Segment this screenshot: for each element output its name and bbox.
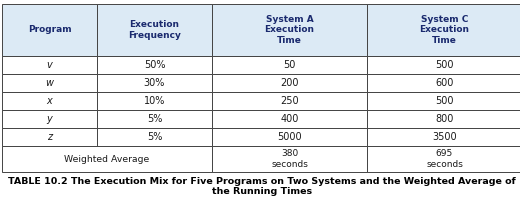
Text: the Running Times: the Running Times <box>212 187 312 196</box>
Bar <box>367 56 520 74</box>
Bar <box>97 4 212 56</box>
Text: 380
seconds: 380 seconds <box>271 149 308 169</box>
Text: 5000: 5000 <box>277 132 302 142</box>
Text: 3500: 3500 <box>432 132 457 142</box>
Bar <box>2 56 97 74</box>
Bar <box>2 110 97 128</box>
Text: y: y <box>47 114 53 124</box>
Bar <box>212 110 367 128</box>
Text: 200: 200 <box>280 78 299 88</box>
Bar <box>97 128 212 146</box>
Bar <box>367 92 520 110</box>
Bar <box>212 74 367 92</box>
Bar <box>97 110 212 128</box>
Text: 500: 500 <box>435 96 454 106</box>
Text: System A
Execution
Time: System A Execution Time <box>265 15 315 45</box>
Text: 600: 600 <box>435 78 453 88</box>
Text: 50: 50 <box>283 60 296 70</box>
Text: 50%: 50% <box>144 60 165 70</box>
Bar <box>97 56 212 74</box>
Bar <box>367 128 520 146</box>
Text: 250: 250 <box>280 96 299 106</box>
Text: TABLE 10.2 The Execution Mix for Five Programs on Two Systems and the Weighted A: TABLE 10.2 The Execution Mix for Five Pr… <box>8 177 516 186</box>
Bar <box>97 92 212 110</box>
Text: 695
seconds: 695 seconds <box>426 149 463 169</box>
Bar <box>97 74 212 92</box>
Bar <box>212 92 367 110</box>
Bar <box>2 146 212 172</box>
Bar <box>2 74 97 92</box>
Text: 30%: 30% <box>144 78 165 88</box>
Bar <box>2 128 97 146</box>
Bar <box>212 4 367 56</box>
Text: 5%: 5% <box>147 132 162 142</box>
Bar <box>2 4 97 56</box>
Bar <box>212 146 367 172</box>
Text: 10%: 10% <box>144 96 165 106</box>
Bar <box>367 4 520 56</box>
Text: System C
Execution
Time: System C Execution Time <box>420 15 470 45</box>
Text: 500: 500 <box>435 60 454 70</box>
Bar <box>367 74 520 92</box>
Text: 400: 400 <box>280 114 298 124</box>
Text: 800: 800 <box>435 114 453 124</box>
Text: x: x <box>47 96 53 106</box>
Text: z: z <box>47 132 52 142</box>
Bar <box>367 110 520 128</box>
Bar <box>212 56 367 74</box>
Text: w: w <box>46 78 54 88</box>
Bar <box>367 146 520 172</box>
Text: 5%: 5% <box>147 114 162 124</box>
Bar <box>2 92 97 110</box>
Text: Weighted Average: Weighted Average <box>64 155 150 163</box>
Text: Program: Program <box>28 25 71 35</box>
Text: Execution
Frequency: Execution Frequency <box>128 20 181 40</box>
Text: v: v <box>47 60 53 70</box>
Bar <box>212 128 367 146</box>
